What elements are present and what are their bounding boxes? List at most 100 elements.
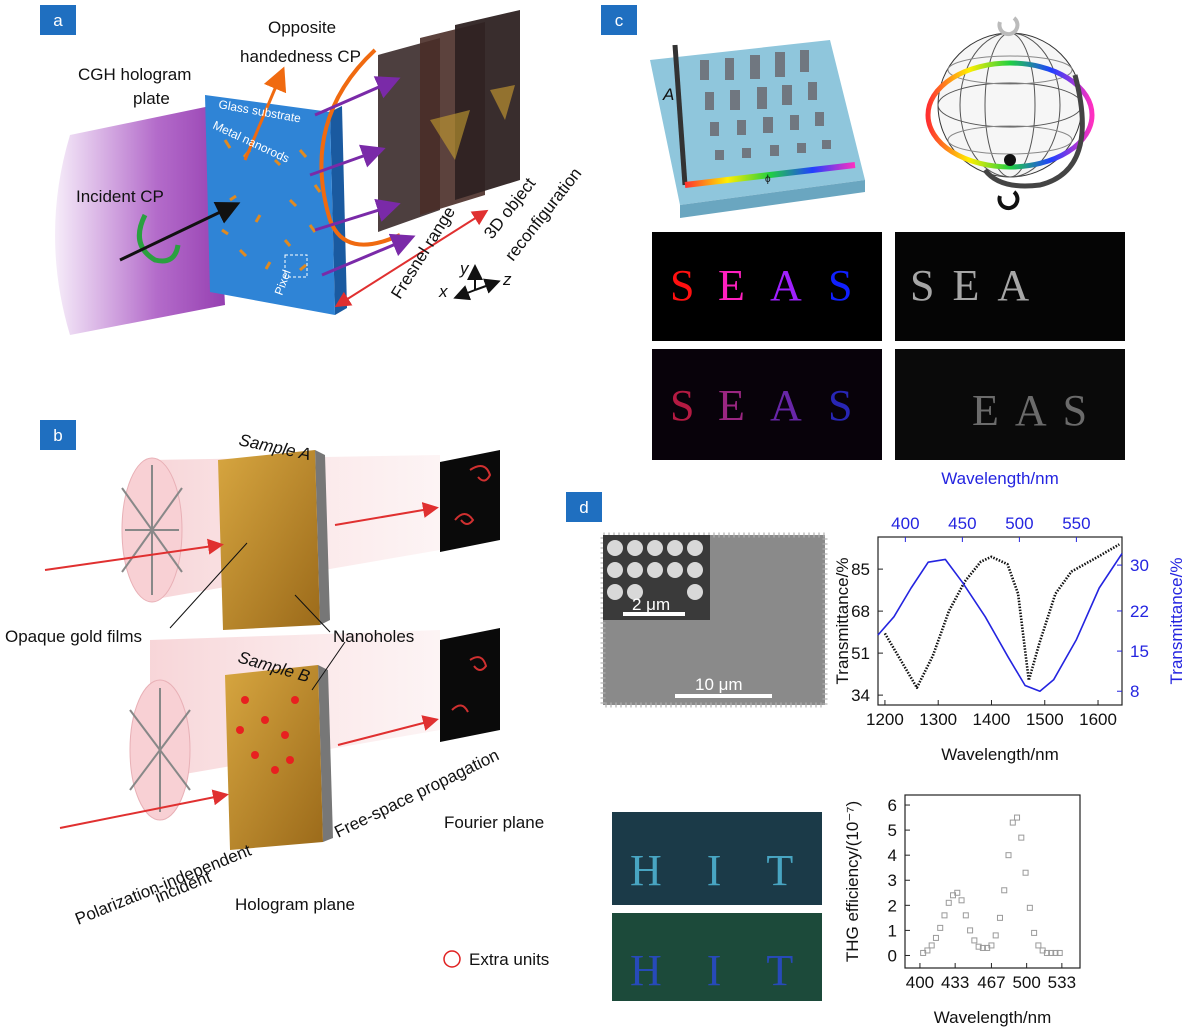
scale-label: 2 μm xyxy=(632,595,670,614)
y-tick-label: 3 xyxy=(888,871,897,890)
x-axis-label: Wavelength/nm xyxy=(941,745,1058,764)
x-axis-label: Wavelength/nm xyxy=(934,1008,1051,1027)
fourier-screen xyxy=(440,450,500,552)
amplitude-label: A xyxy=(662,85,674,104)
x2-tick-label: 500 xyxy=(1005,514,1033,533)
image-letter: S xyxy=(828,261,852,310)
data-point xyxy=(1036,943,1041,948)
image-text: HIT xyxy=(630,946,838,995)
opposite-label-line: Opposite xyxy=(268,18,336,37)
y-tick-label: 6 xyxy=(888,796,897,815)
plate-label-line: plate xyxy=(133,89,170,108)
x2-tick-label: 450 xyxy=(948,514,976,533)
image-text: SEA xyxy=(910,261,1047,310)
fourier-screen xyxy=(440,628,500,742)
data-point xyxy=(1032,930,1037,935)
gold-films-label: Opaque gold films xyxy=(5,627,142,646)
scale-label: 10 μm xyxy=(695,675,743,694)
y-tick-label: 0 xyxy=(888,946,897,965)
gold-plate xyxy=(225,665,323,850)
incident-beam xyxy=(55,105,225,335)
y2-axis-label: Transmittance/% xyxy=(1167,558,1186,685)
image-text: HIT xyxy=(630,846,838,895)
y-tick-label: 34 xyxy=(851,686,870,705)
y-tick-label: 2 xyxy=(888,896,897,915)
panel-b: b Sampl xyxy=(5,420,549,969)
x-tick-label: 533 xyxy=(1048,973,1076,992)
opposite-label-line: handedness CP xyxy=(240,47,361,66)
image-letter: S xyxy=(828,381,852,430)
panel-label: d xyxy=(579,498,588,517)
data-point xyxy=(946,900,951,905)
x2-tick-label: 400 xyxy=(891,514,919,533)
panel-label: c xyxy=(615,11,624,30)
panel-c: c A ϕ S E A xyxy=(601,5,1125,460)
image-letter: E xyxy=(718,381,745,430)
data-point xyxy=(972,938,977,943)
axis-letter: z xyxy=(502,270,512,289)
data-point xyxy=(993,933,998,938)
data-line xyxy=(878,554,1122,692)
image-planes xyxy=(378,10,520,232)
axis-letter: y xyxy=(459,259,470,278)
x-tick-label: 1200 xyxy=(866,710,904,729)
data-point xyxy=(1006,853,1011,858)
data-point xyxy=(1019,835,1024,840)
panel-label: b xyxy=(53,426,62,445)
data-point xyxy=(959,898,964,903)
data-point xyxy=(933,935,938,940)
data-point xyxy=(1010,820,1015,825)
data-line xyxy=(885,544,1119,687)
image-letter: S xyxy=(670,381,694,430)
panel-d: d 2 μm 10 μm HIT HIT xyxy=(566,492,838,1001)
plate-label: CGH hologram plate xyxy=(78,65,191,108)
data-point xyxy=(963,913,968,918)
legend-marker xyxy=(444,951,460,967)
y-tick-label: 1 xyxy=(888,921,897,940)
image-letter: A xyxy=(770,381,802,430)
x-tick-label: 1500 xyxy=(1026,710,1064,729)
plot-frame xyxy=(905,795,1080,968)
x-tick-label: 1400 xyxy=(973,710,1011,729)
plate-label-line: CGH hologram xyxy=(78,65,191,84)
axis-letter: x xyxy=(438,282,448,301)
y-tick-label: 51 xyxy=(851,644,870,663)
y2-tick-label: 8 xyxy=(1130,682,1139,701)
x-tick-label: 433 xyxy=(941,973,969,992)
y-tick-label: 5 xyxy=(888,821,897,840)
image-letter: E xyxy=(718,261,745,310)
gold-plate xyxy=(218,450,320,630)
x-tick-label: 1300 xyxy=(919,710,957,729)
y-tick-label: 68 xyxy=(851,602,870,621)
phase-label: ϕ xyxy=(765,174,771,185)
fourier-label: Fourier plane xyxy=(444,813,544,832)
panel-a: a xyxy=(40,5,585,335)
data-point xyxy=(1027,905,1032,910)
nanoholes-label: Nanoholes xyxy=(333,627,414,646)
x2-tick-label: 550 xyxy=(1062,514,1090,533)
legend-label: Extra units xyxy=(469,950,549,969)
y2-tick-label: 30 xyxy=(1130,556,1149,575)
data-point xyxy=(1023,870,1028,875)
y-axis-label: Transmittance/% xyxy=(833,558,852,685)
y-tick-label: 85 xyxy=(851,560,870,579)
data-point xyxy=(968,928,973,933)
image-text: EAS xyxy=(972,386,1103,435)
data-point xyxy=(1002,888,1007,893)
y-axis-label: THG efficiency/(10⁻⁷) xyxy=(843,801,862,962)
data-point xyxy=(929,943,934,948)
x-tick-label: 1600 xyxy=(1079,710,1117,729)
y2-tick-label: 15 xyxy=(1130,642,1149,661)
panel-label: a xyxy=(53,11,63,30)
x2-axis-label: Wavelength/nm xyxy=(941,469,1058,488)
figure: a xyxy=(0,0,1196,1034)
x-tick-label: 467 xyxy=(977,973,1005,992)
image-letter: S xyxy=(670,261,694,310)
hologram-plane-label: Hologram plane xyxy=(235,895,355,914)
data-point xyxy=(997,915,1002,920)
x-tick-label: 400 xyxy=(906,973,934,992)
incident-label: Incident CP xyxy=(76,187,164,206)
data-point xyxy=(1015,815,1020,820)
data-point xyxy=(942,913,947,918)
